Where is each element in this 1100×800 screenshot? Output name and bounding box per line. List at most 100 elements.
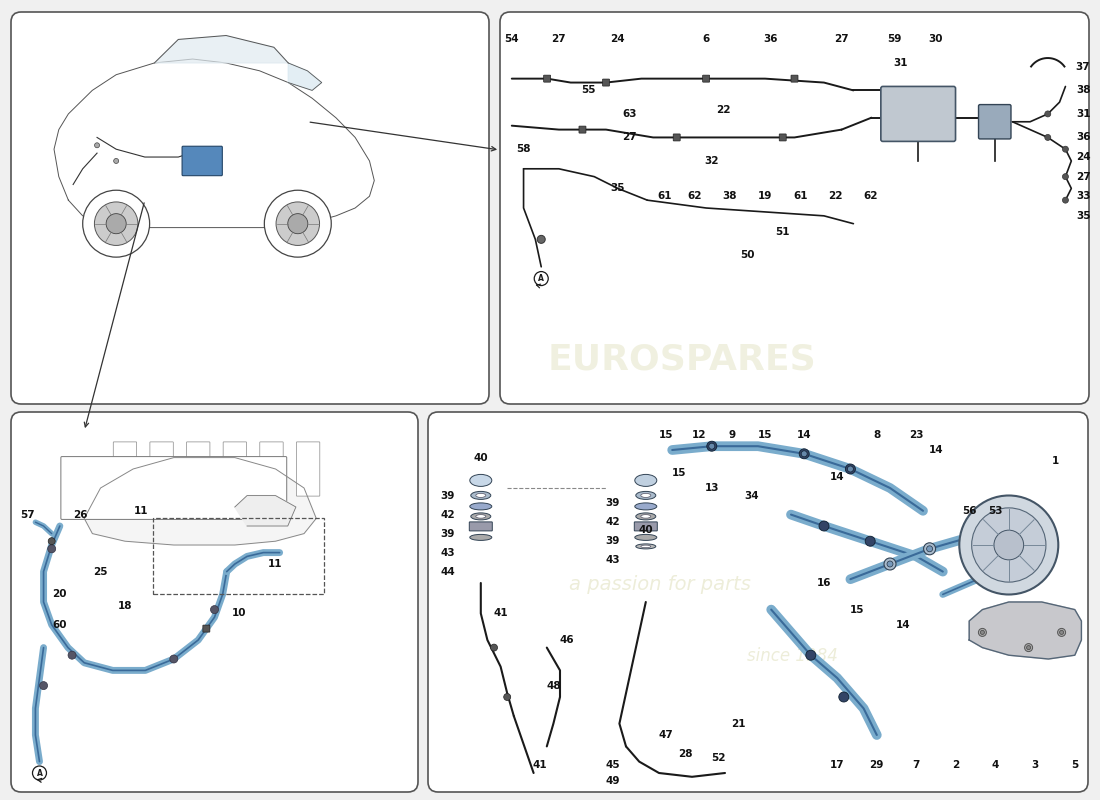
- Text: 32: 32: [705, 156, 719, 166]
- Circle shape: [1057, 629, 1066, 637]
- Text: 15: 15: [671, 468, 686, 478]
- Text: 24: 24: [1076, 152, 1090, 162]
- Text: 37: 37: [1076, 62, 1090, 72]
- Text: 22: 22: [828, 191, 843, 202]
- FancyBboxPatch shape: [260, 442, 283, 496]
- Text: 10: 10: [232, 608, 246, 618]
- Circle shape: [169, 655, 178, 663]
- Text: 40: 40: [638, 525, 653, 534]
- Text: 38: 38: [1076, 86, 1090, 95]
- Circle shape: [537, 235, 546, 243]
- Circle shape: [276, 202, 319, 246]
- Polygon shape: [235, 495, 296, 526]
- Ellipse shape: [635, 474, 657, 486]
- FancyBboxPatch shape: [703, 75, 710, 82]
- Text: 43: 43: [440, 547, 455, 558]
- Circle shape: [884, 558, 896, 570]
- Text: 17: 17: [829, 760, 845, 770]
- Circle shape: [535, 271, 548, 286]
- Circle shape: [82, 190, 150, 257]
- Circle shape: [887, 561, 893, 567]
- FancyBboxPatch shape: [11, 412, 418, 792]
- Text: 41: 41: [493, 608, 508, 618]
- Text: 61: 61: [658, 191, 672, 202]
- Ellipse shape: [476, 514, 486, 518]
- Text: 7: 7: [913, 760, 920, 770]
- FancyBboxPatch shape: [60, 457, 287, 519]
- Circle shape: [40, 682, 47, 690]
- Circle shape: [264, 190, 331, 257]
- Circle shape: [1063, 146, 1068, 152]
- FancyBboxPatch shape: [296, 442, 320, 496]
- Circle shape: [95, 202, 138, 246]
- Circle shape: [47, 545, 56, 553]
- Circle shape: [707, 442, 717, 451]
- Text: 41: 41: [532, 760, 548, 770]
- Ellipse shape: [476, 494, 486, 498]
- Text: 30: 30: [928, 34, 943, 45]
- Text: 24: 24: [610, 34, 625, 45]
- Circle shape: [847, 466, 854, 472]
- Text: 55: 55: [581, 86, 595, 95]
- Text: 61: 61: [793, 191, 807, 202]
- Text: 33: 33: [1076, 191, 1090, 202]
- FancyBboxPatch shape: [183, 146, 222, 176]
- Text: 49: 49: [605, 776, 620, 786]
- Text: 27: 27: [551, 34, 566, 45]
- FancyBboxPatch shape: [579, 126, 586, 133]
- Text: 20: 20: [53, 590, 67, 599]
- Circle shape: [806, 650, 816, 660]
- Text: 63: 63: [623, 109, 637, 119]
- Polygon shape: [969, 602, 1081, 659]
- Ellipse shape: [636, 513, 656, 520]
- Text: 50: 50: [740, 250, 755, 260]
- Text: 60: 60: [53, 620, 67, 630]
- Ellipse shape: [635, 503, 657, 510]
- FancyBboxPatch shape: [543, 75, 551, 82]
- Text: 13: 13: [704, 483, 719, 493]
- Text: 35: 35: [610, 183, 625, 194]
- Text: 38: 38: [723, 191, 737, 202]
- FancyBboxPatch shape: [428, 412, 1088, 792]
- Circle shape: [1024, 643, 1033, 651]
- Text: EUROSPARES: EUROSPARES: [548, 343, 816, 377]
- FancyBboxPatch shape: [113, 442, 136, 496]
- Polygon shape: [54, 59, 374, 227]
- Text: 29: 29: [870, 760, 884, 770]
- Text: 39: 39: [606, 536, 620, 546]
- FancyBboxPatch shape: [150, 442, 174, 496]
- Circle shape: [971, 508, 1046, 582]
- Text: 9: 9: [728, 430, 735, 440]
- Ellipse shape: [636, 491, 656, 499]
- Circle shape: [846, 464, 856, 474]
- FancyBboxPatch shape: [470, 522, 493, 531]
- FancyBboxPatch shape: [673, 134, 680, 141]
- Text: 22: 22: [716, 105, 732, 115]
- Text: A: A: [36, 769, 43, 778]
- Text: 39: 39: [606, 498, 620, 508]
- Circle shape: [980, 630, 984, 634]
- Text: 57: 57: [20, 510, 34, 520]
- Text: 34: 34: [744, 490, 759, 501]
- Text: 2: 2: [953, 760, 959, 770]
- Text: 6: 6: [703, 34, 710, 45]
- FancyBboxPatch shape: [779, 134, 786, 141]
- Ellipse shape: [470, 534, 492, 541]
- Text: 36: 36: [763, 34, 778, 45]
- Ellipse shape: [470, 474, 492, 486]
- FancyBboxPatch shape: [223, 442, 246, 496]
- Text: 14: 14: [895, 620, 911, 630]
- Text: 53: 53: [988, 506, 1003, 516]
- Circle shape: [866, 536, 876, 546]
- Text: 12: 12: [691, 430, 706, 440]
- Ellipse shape: [641, 545, 651, 548]
- Text: 45: 45: [605, 760, 620, 770]
- Text: 31: 31: [1076, 109, 1090, 119]
- Text: 14: 14: [829, 472, 845, 482]
- Text: 27: 27: [1076, 172, 1090, 182]
- Text: 42: 42: [440, 510, 455, 520]
- Bar: [153, 518, 324, 594]
- Circle shape: [1045, 111, 1050, 117]
- Text: 4: 4: [992, 760, 999, 770]
- Text: 14: 14: [928, 445, 944, 455]
